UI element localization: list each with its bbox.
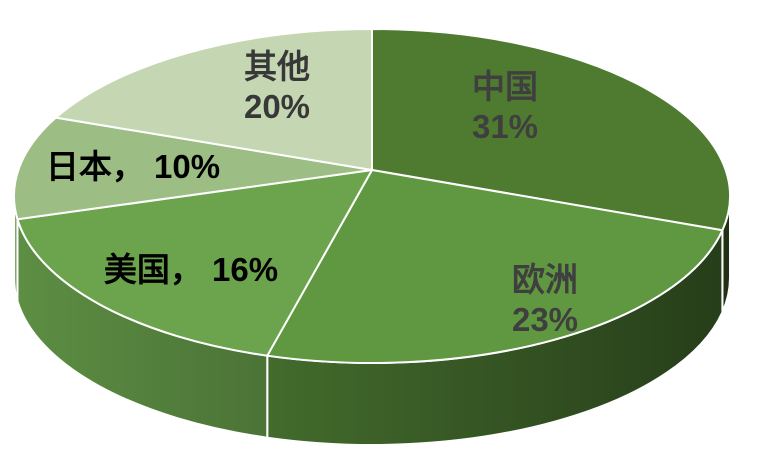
pie-slice-china[interactable] <box>371 28 731 232</box>
pie-slice-europe[interactable] <box>266 169 724 364</box>
pie-slice-usa[interactable] <box>16 169 373 357</box>
pie-slice-other[interactable] <box>54 28 373 171</box>
pie-slice-japan[interactable] <box>13 116 373 221</box>
